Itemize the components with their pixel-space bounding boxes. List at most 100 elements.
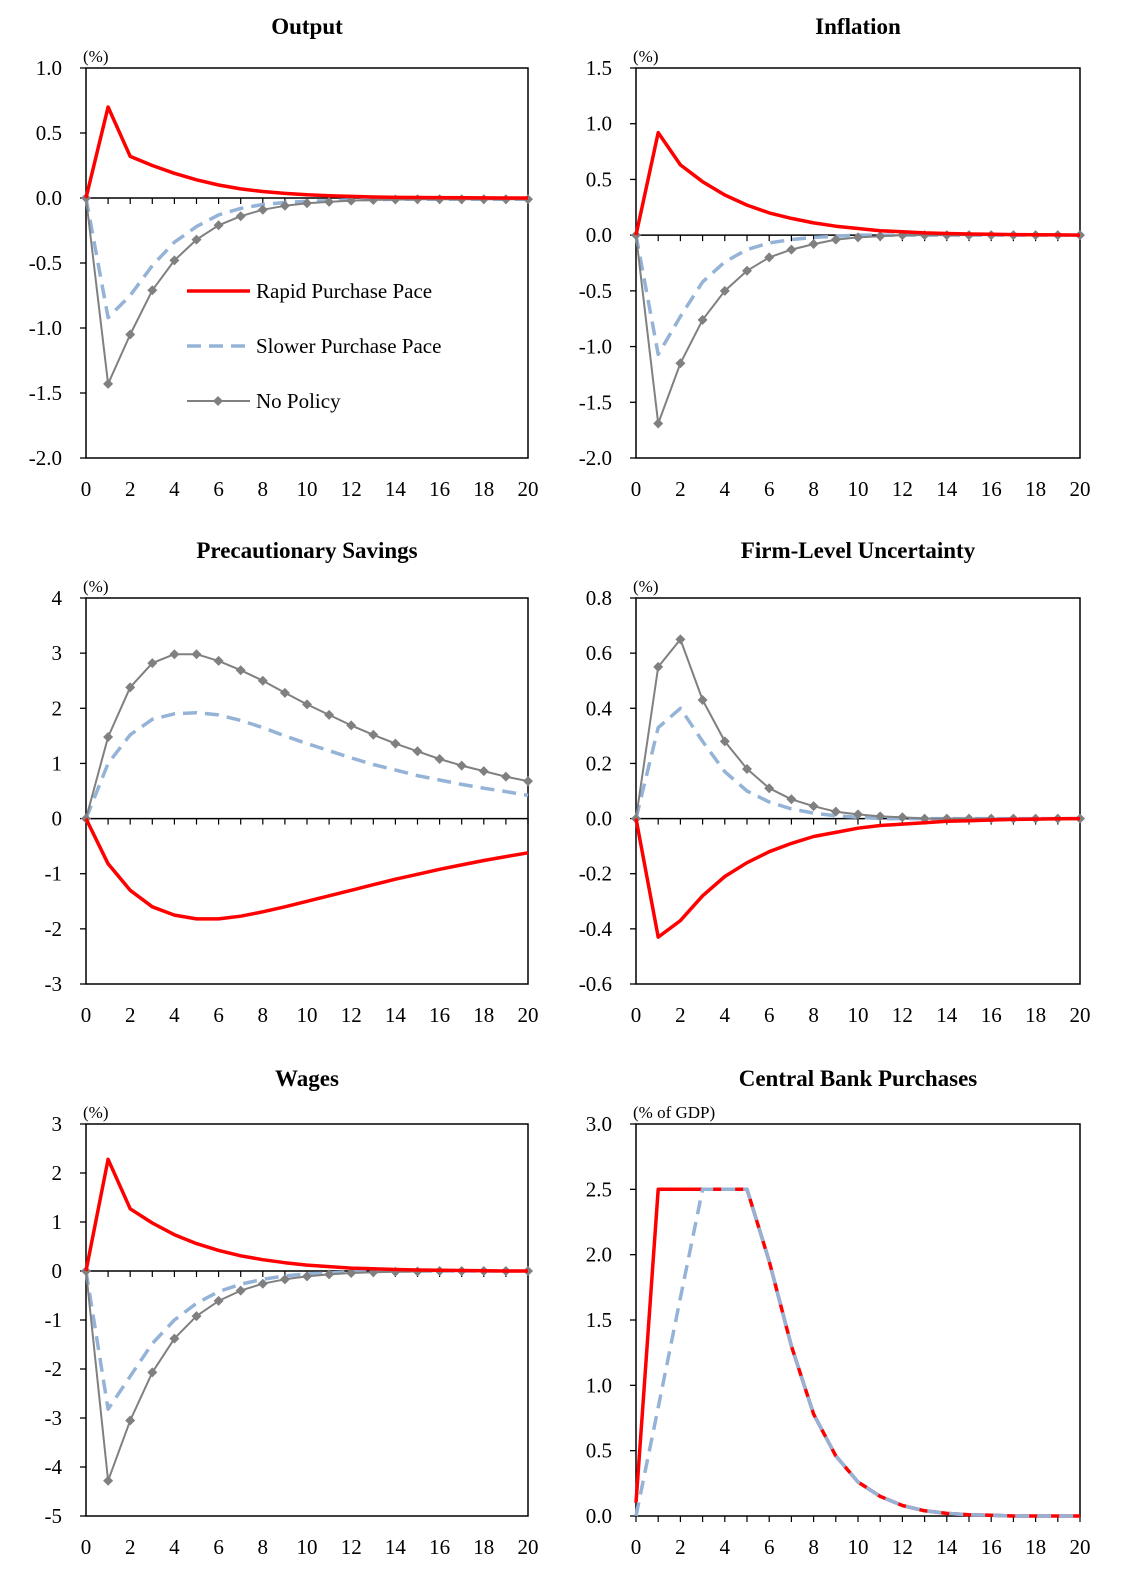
y-tick-label: 1: [52, 751, 63, 775]
y-tick-label: 0.0: [36, 186, 62, 210]
panel-title: Output: [271, 14, 343, 39]
y-tick-label: 1.0: [36, 56, 62, 80]
series-point-nopolicy: [103, 1475, 114, 1486]
x-tick-label: 18: [473, 477, 494, 501]
y-tick-label: 0.6: [586, 641, 612, 665]
y-tick-label: -3: [45, 972, 63, 996]
x-tick-label: 6: [764, 477, 775, 501]
series-line-slower: [634, 1187, 1080, 1518]
y-tick-label: 3: [52, 1112, 63, 1136]
series-point-nopolicy: [302, 699, 312, 710]
x-tick-label: 8: [808, 1003, 819, 1027]
y-tick-label: -0.5: [579, 279, 612, 303]
y-tick-label: 0.5: [586, 1439, 612, 1463]
series-point-nopolicy: [653, 661, 664, 672]
x-tick-label: 16: [429, 1535, 450, 1559]
y-tick-label: -4: [45, 1455, 63, 1479]
x-tick-label: 8: [808, 1535, 819, 1559]
panel-title: Inflation: [815, 14, 901, 39]
series-point-nopolicy: [786, 244, 797, 255]
series-line-rapid: [84, 1157, 528, 1273]
series-point-nopolicy: [324, 196, 335, 207]
series-point-nopolicy: [1075, 813, 1085, 824]
x-tick-label: 8: [258, 477, 269, 501]
x-tick-label: 16: [429, 1003, 450, 1027]
series-point-nopolicy: [279, 1274, 290, 1285]
y-tick-label: 0.2: [586, 751, 612, 775]
plot-frame: [85, 1123, 529, 1517]
unit-label: (%): [83, 577, 108, 596]
series-point-nopolicy: [830, 806, 841, 817]
series-point-nopolicy: [853, 232, 863, 243]
x-tick-label: 20: [1070, 1535, 1091, 1559]
x-tick-label: 6: [764, 1003, 775, 1027]
series-point-nopolicy: [302, 1271, 312, 1282]
panel-title: Precautionary Savings: [196, 538, 417, 563]
series-point-nopolicy: [103, 731, 114, 742]
series-point-nopolicy: [346, 720, 357, 731]
series-point-nopolicy: [875, 811, 886, 822]
x-tick-label: 14: [385, 1003, 407, 1027]
series-point-nopolicy: [523, 776, 533, 787]
y-tick-label: 0.0: [586, 807, 612, 831]
x-tick-label: 6: [213, 1003, 224, 1027]
y-tick-label: 3: [52, 641, 63, 665]
x-tick-label: 10: [848, 1535, 869, 1559]
series-point-nopolicy: [390, 738, 401, 749]
x-tick-label: 16: [429, 477, 450, 501]
series-point-nopolicy: [631, 230, 641, 241]
series-point-nopolicy: [125, 1415, 136, 1426]
series-point-nopolicy: [412, 746, 423, 757]
series-point-nopolicy: [169, 649, 180, 660]
x-tick-label: 20: [1070, 1003, 1091, 1027]
series-point-nopolicy: [346, 1267, 357, 1278]
series-point-nopolicy: [631, 813, 641, 824]
x-tick-label: 2: [675, 477, 686, 501]
series-point-nopolicy: [675, 358, 686, 369]
x-tick-label: 16: [981, 1003, 1002, 1027]
series-point-nopolicy: [125, 329, 136, 340]
x-tick-label: 14: [936, 1535, 958, 1559]
series-point-nopolicy: [257, 1278, 268, 1289]
y-tick-label: 0.5: [586, 167, 612, 191]
unit-label: (% of GDP): [633, 1103, 715, 1122]
panel-inflation: Inflation (%) 1.5 1.0 0.5 0.0 -0.5 -1.0 -1.5 -2.0…: [579, 14, 1091, 501]
series-point-nopolicy: [764, 252, 775, 263]
y-tick-label: -2.0: [579, 446, 612, 470]
x-tick-label: 2: [125, 1535, 136, 1559]
y-tick-label: -0.2: [579, 862, 612, 886]
x-tick-label: 16: [981, 477, 1002, 501]
unit-label: (%): [83, 1103, 108, 1122]
x-tick-label: 12: [892, 477, 913, 501]
plot-frame: [635, 597, 1081, 985]
series-point-nopolicy: [478, 766, 489, 777]
x-tick-label: 4: [169, 1003, 180, 1027]
x-tick-label: 4: [169, 477, 180, 501]
series-point-nopolicy: [764, 783, 775, 794]
y-tick-label: 4: [52, 586, 63, 610]
series-point-nopolicy: [147, 285, 158, 296]
x-tick-label: 4: [169, 1535, 180, 1559]
series-line-rapid: [84, 105, 528, 200]
series-point-nopolicy: [324, 1269, 335, 1280]
x-tick-label: 6: [213, 1535, 224, 1559]
x-tick-label: 18: [1025, 477, 1046, 501]
series-point-nopolicy: [808, 801, 819, 812]
x-tick-label: 12: [892, 1003, 913, 1027]
y-tick-label: 0.8: [586, 586, 612, 610]
series-point-nopolicy: [875, 231, 886, 242]
panel-output: Output (%) 1.0 0.5 0.0 -0.5 -1.0 -1.5 -2.0 0 2 4 6 8 1…: [29, 14, 539, 501]
x-tick-label: 12: [892, 1535, 913, 1559]
y-tick-label: 0.5: [36, 121, 62, 145]
panel-central-bank-purchases: Central Bank Purchases (% of GDP) 3.0 2.5 2.…: [586, 1066, 1091, 1559]
series-line-slower: [634, 706, 1080, 821]
x-tick-label: 10: [848, 1003, 869, 1027]
y-tick-label: -2: [45, 917, 63, 941]
y-tick-label: -0.4: [579, 917, 613, 941]
series-point-nopolicy: [456, 760, 467, 771]
x-tick-label: 18: [1025, 1003, 1046, 1027]
series-point-nopolicy: [235, 665, 246, 676]
y-tick-label: -0.6: [579, 972, 612, 996]
